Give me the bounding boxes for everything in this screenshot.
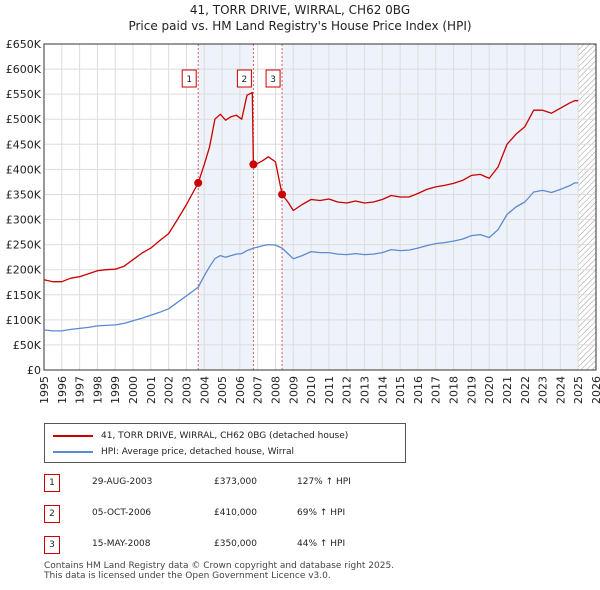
x-tick-label: 2019 (465, 376, 478, 404)
sale-marker-label: 1 (186, 75, 192, 85)
x-tick-label: 2001 (145, 376, 158, 404)
x-tick-label: 2023 (537, 376, 550, 404)
sale-marker-box (181, 69, 197, 88)
x-tick-label: 2016 (412, 376, 425, 404)
legend-label-property: 41, TORR DRIVE, WIRRAL, CH62 0BG (detach… (101, 431, 349, 441)
x-tick-label: 1998 (91, 376, 104, 404)
transaction-date: 05-OCT-2006 (92, 508, 152, 518)
transaction-number-badge: 3 (44, 536, 60, 554)
y-tick-label: £500K (6, 113, 42, 126)
x-tick-label: 2004 (198, 376, 211, 404)
x-tick-label: 2026 (590, 376, 600, 404)
sale-point (278, 190, 287, 199)
plot-frame (43, 43, 597, 371)
y-tick-label: £300K (6, 214, 42, 227)
y-tick-label: £650K (6, 38, 42, 51)
footer-line-1: Contains HM Land Registry data © Crown c… (44, 561, 395, 571)
y-tick-label: £100K (6, 314, 42, 327)
footer-attribution: Contains HM Land Registry data © Crown c… (44, 561, 394, 581)
x-tick-label: 1996 (56, 376, 69, 404)
x-tick-label: 2006 (234, 376, 247, 404)
chart-title-line-2: Price paid vs. HM Land Registry's House … (128, 19, 472, 33)
legend-swatch-property (53, 435, 93, 437)
x-tick-label: 2025 (572, 376, 585, 404)
transaction-hpi-change: 44% ↑ HPI (297, 539, 346, 549)
sale-marker-box (265, 69, 281, 88)
legend-label-hpi: HPI: Average price, detached house, Wirr… (101, 447, 295, 457)
x-tick-label: 2000 (127, 376, 140, 404)
y-tick-label: £0 (27, 364, 41, 377)
transaction-number-badge: 2 (44, 505, 60, 523)
y-tick-label: £250K (6, 239, 42, 252)
shaded-period (282, 44, 579, 370)
y-tick-label: £550K (6, 88, 42, 101)
x-tick-label: 2018 (448, 376, 461, 404)
transaction-date: 15-MAY-2008 (92, 539, 151, 549)
transaction-price: £373,000 (214, 477, 257, 487)
x-tick-label: 2007 (252, 376, 265, 404)
projection-hatch (578, 44, 596, 370)
transaction-row: 2 05-OCT-2006 £410,000 69% ↑ HPI (44, 505, 374, 525)
transaction-row: 1 29-AUG-2003 £373,000 127% ↑ HPI (44, 474, 374, 494)
y-tick-label: £450K (6, 138, 42, 151)
x-tick-label: 2022 (519, 376, 532, 404)
transaction-number-badge: 1 (44, 474, 60, 492)
y-tick-label: £150K (6, 289, 42, 302)
series-line-hpi (43, 182, 579, 332)
footer-line-2: This data is licensed under the Open Gov… (44, 571, 331, 581)
x-tick-label: 2017 (430, 376, 443, 404)
x-tick-label: 2015 (394, 376, 407, 404)
x-tick-label: 2024 (554, 376, 567, 404)
y-tick-label: £200K (6, 264, 42, 277)
sale-marker-label: 3 (270, 75, 276, 85)
x-tick-label: 2005 (216, 376, 229, 404)
series-line-property (43, 91, 579, 283)
sale-point (249, 160, 258, 169)
sale-marker-box (236, 69, 252, 88)
transaction-hpi-change: 127% ↑ HPI (297, 477, 351, 487)
x-tick-label: 2020 (483, 376, 496, 404)
x-tick-label: 2021 (501, 376, 514, 404)
transaction-hpi-change: 69% ↑ HPI (297, 508, 346, 518)
y-tick-label: £600K (6, 63, 42, 76)
x-tick-label: 1999 (109, 376, 122, 404)
chart-title-line-1: 41, TORR DRIVE, WIRRAL, CH62 0BG (189, 3, 411, 17)
chart-title: 41, TORR DRIVE, WIRRAL, CH62 0BG Price p… (0, 2, 600, 34)
x-tick-label: 2014 (376, 376, 389, 404)
transaction-price: £410,000 (214, 508, 257, 518)
x-tick-label: 2012 (341, 376, 354, 404)
x-tick-label: 1995 (38, 376, 51, 404)
x-tick-label: 2011 (323, 376, 336, 404)
x-tick-label: 2008 (269, 376, 282, 404)
price-chart: 1 2 3 £0 £50K £100K £150K £200K £250K £300K £350K £… (6, 38, 600, 404)
x-tick-label: 2002 (163, 376, 176, 404)
shaded-period (198, 44, 254, 370)
transaction-date: 29-AUG-2003 (92, 477, 153, 487)
legend-swatch-hpi (53, 451, 93, 453)
x-tick-label: 2010 (305, 376, 318, 404)
y-tick-label: £400K (6, 163, 42, 176)
x-tick-label: 2003 (180, 376, 193, 404)
x-tick-label: 2013 (359, 376, 372, 404)
sale-marker-label: 2 (242, 75, 248, 85)
y-tick-label: £50K (13, 339, 42, 352)
x-tick-label: 1997 (74, 376, 87, 404)
y-tick-label: £350K (6, 188, 42, 201)
transaction-row: 3 15-MAY-2008 £350,000 44% ↑ HPI (44, 536, 374, 556)
chart-legend: 41, TORR DRIVE, WIRRAL, CH62 0BG (detach… (44, 423, 406, 463)
sale-point (194, 178, 203, 187)
transaction-price: £350,000 (214, 539, 257, 549)
x-tick-label: 2009 (287, 376, 300, 404)
